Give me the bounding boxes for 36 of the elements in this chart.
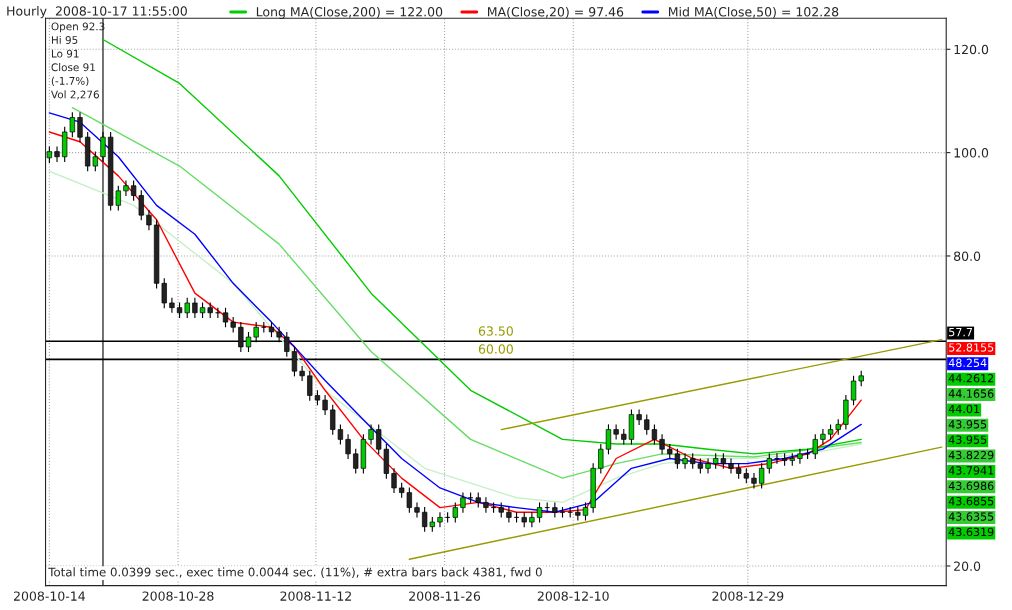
- text: 43.6855: [948, 496, 994, 506]
- annotation: Vol 2,276: [51, 90, 100, 100]
- text: 48.254: [948, 358, 987, 368]
- text: 43.955: [948, 420, 987, 429]
- annotation: Hi 95: [51, 35, 78, 44]
- text: 43.7941: [948, 466, 994, 475]
- text: 43.6986: [948, 481, 994, 490]
- text: 43.955: [948, 435, 987, 444]
- x-tick-label: 2008-12-29: [712, 591, 784, 601]
- legend-label: Mid MA(Close,50) = 102.28: [668, 6, 839, 19]
- y-tick-label: 120.0: [954, 44, 989, 55]
- text: 43.8229: [948, 450, 994, 460]
- y-tick-label: 20.0: [954, 561, 981, 571]
- y-tick-label: 100.0: [954, 148, 989, 158]
- legend-label: MA(Close,20) = 97.46: [488, 6, 624, 19]
- text: 43.6319: [948, 527, 994, 537]
- x-tick-label: 2008-11-26: [409, 591, 481, 601]
- y-tick-label: 80.0: [954, 251, 981, 261]
- x-tick-label: 2008-11-12: [280, 591, 351, 601]
- annotation: Total time 0.0399 sec., exec time 0.0044 sec. (11%), # extra bars back 4381, fwd 0: [48, 567, 542, 578]
- text: 43.6355: [948, 512, 994, 521]
- x-tick-label: 2008-10-28: [142, 591, 214, 601]
- annotation: Lo 91: [51, 49, 79, 58]
- text: 52.8155: [949, 343, 994, 352]
- ref-line-label: 63.50: [478, 326, 513, 336]
- x-tick-label: 2008-10-14: [13, 591, 85, 601]
- text: 44.1656: [948, 389, 994, 398]
- ref-line-label: 60.00: [478, 344, 513, 354]
- x-tick-label: 2008-12-10: [537, 591, 609, 601]
- text: 44.01: [948, 404, 980, 414]
- text: 44.2612: [948, 374, 994, 383]
- chart-title: Hourly 2008-10-17 11:55:00: [7, 6, 187, 19]
- text: 57.7: [949, 328, 973, 337]
- annotation: Close 91: [51, 63, 95, 72]
- legend-label: Long MA(Close,200) = 122.00: [256, 6, 443, 19]
- annotation: (-1.7%): [51, 76, 89, 87]
